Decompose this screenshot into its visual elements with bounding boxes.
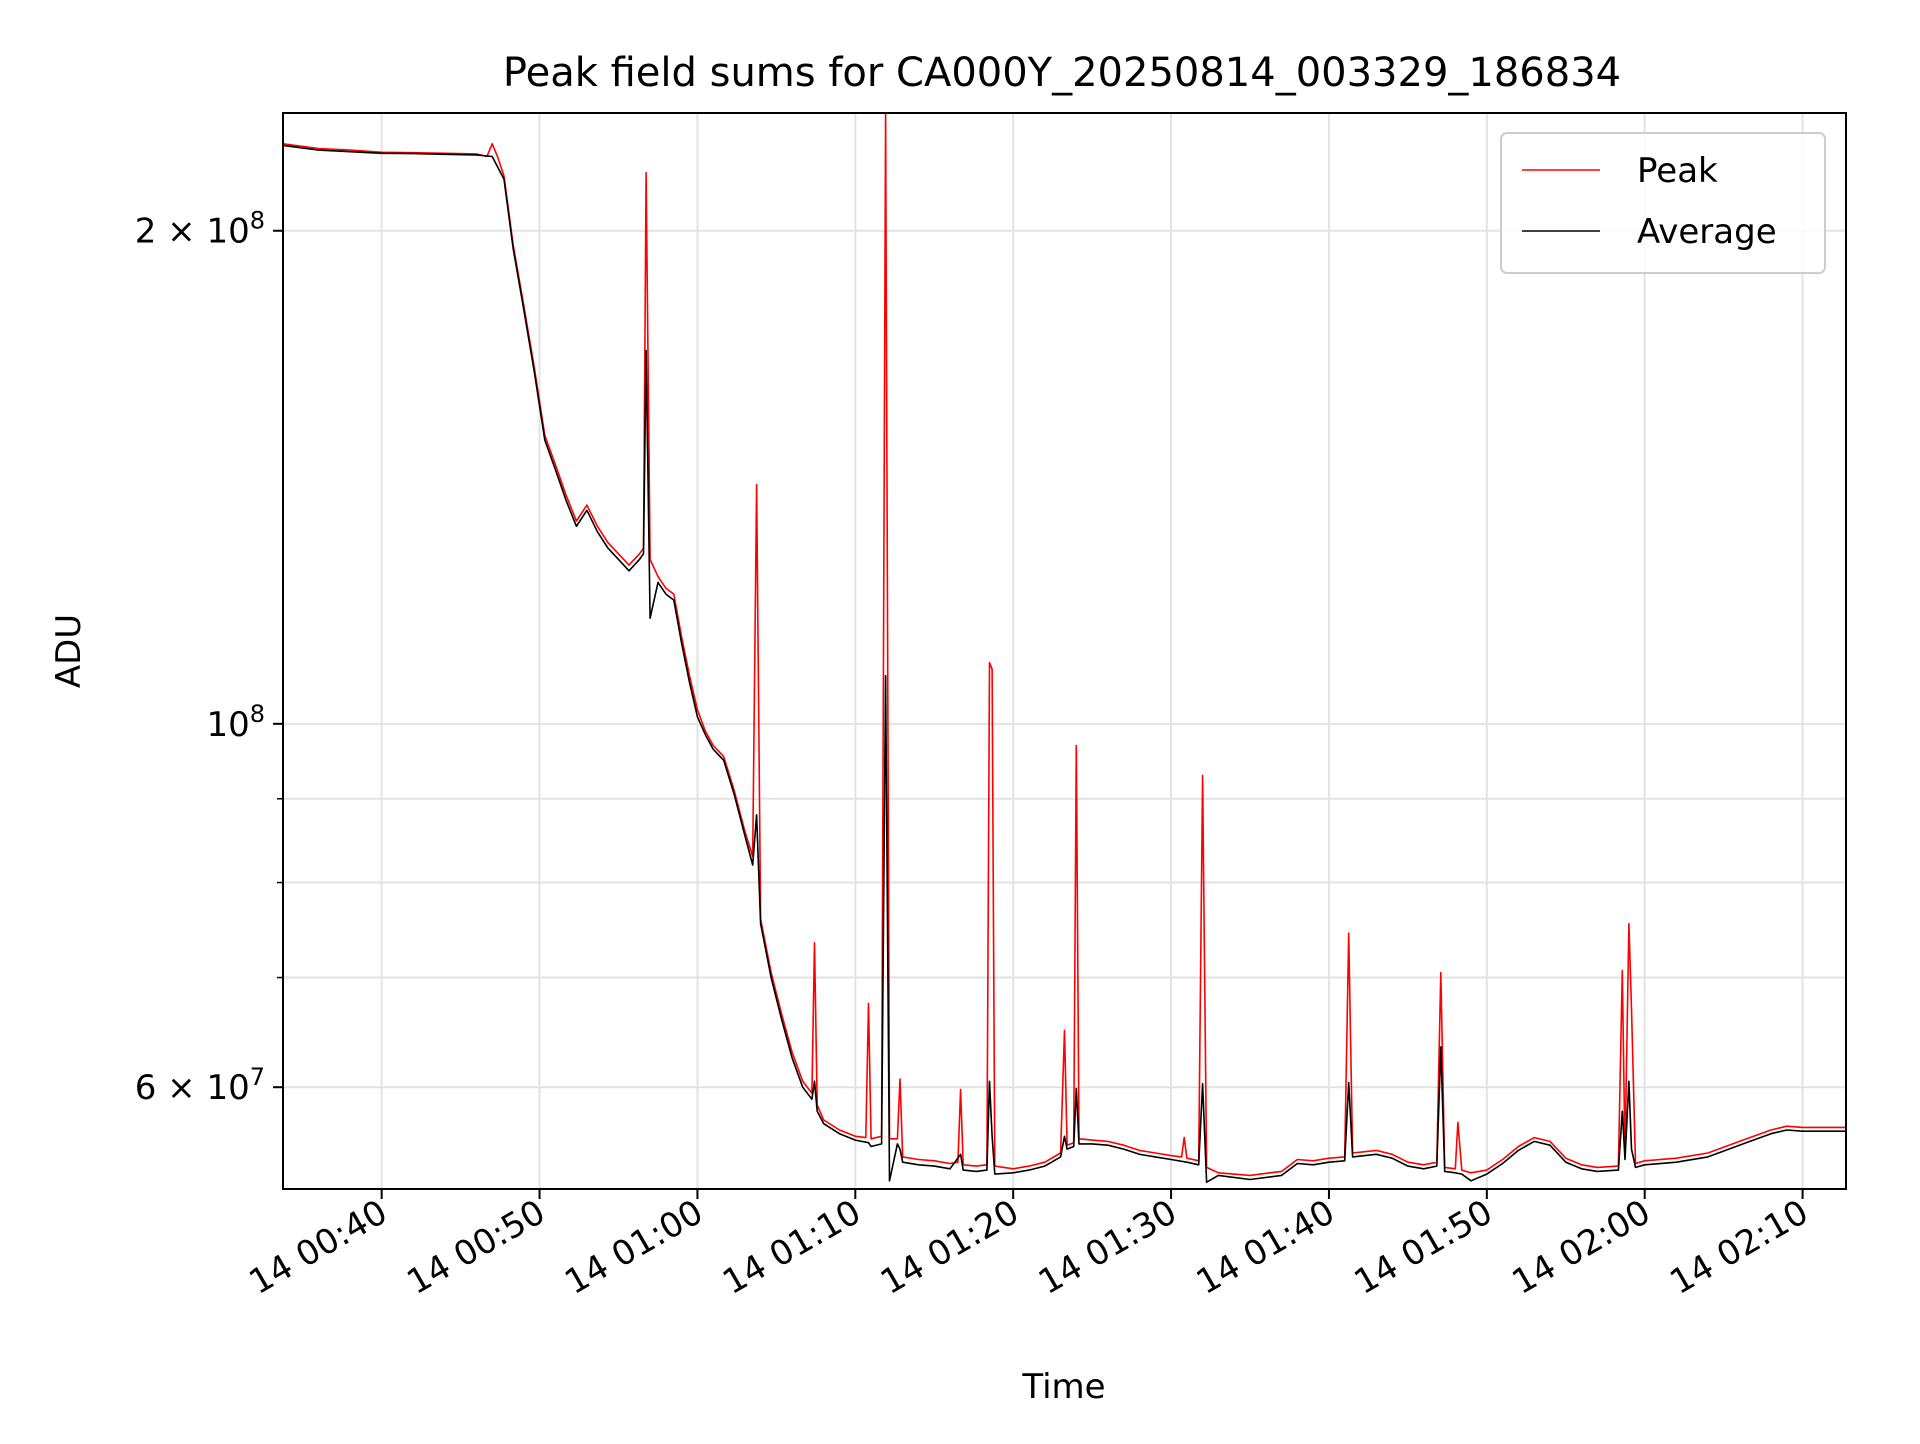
y-tick-label: 108	[206, 700, 265, 745]
legend-label-average: Average	[1637, 212, 1777, 252]
y-axis: 2 × 108 108 6 × 107	[135, 207, 283, 1108]
y-tick-label: 2 × 108	[135, 207, 265, 252]
y-axis-label: ADU	[49, 614, 89, 688]
legend-box	[1500, 132, 1826, 274]
legend: Peak Average	[1500, 132, 1826, 274]
series-line-peak	[283, 113, 1846, 1177]
series-group	[283, 113, 1846, 1183]
legend-label-peak: Peak	[1637, 151, 1718, 191]
chart-title: Peak field sums for CA000Y_20250814_0033…	[503, 50, 1621, 96]
plot-frame	[282, 112, 1847, 1190]
y-tick-label: 6 × 107	[135, 1063, 265, 1108]
series-line-average	[283, 144, 1846, 1183]
x-axis-label: Time	[1021, 1367, 1105, 1407]
